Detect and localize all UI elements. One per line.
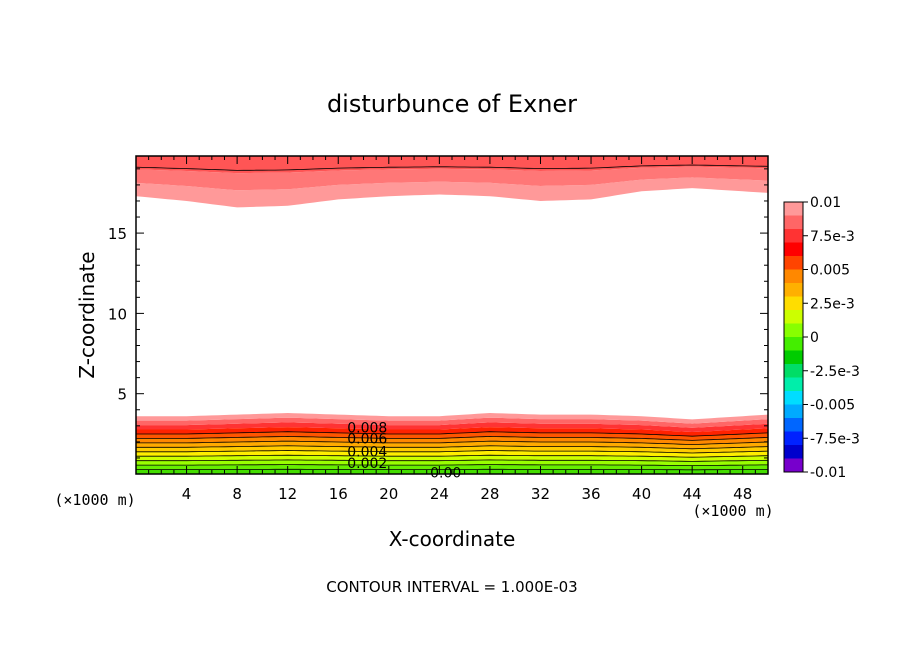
contour-label: 0.006 — [347, 432, 387, 448]
colorbar-tick-label: 0.01 — [810, 195, 841, 211]
lower-contour-line-8 — [136, 435, 769, 441]
upper-band-2 — [136, 156, 768, 174]
lower-contour-line-4 — [136, 454, 769, 458]
colorbar-swatch — [784, 269, 803, 284]
lower-band-11 — [136, 417, 768, 428]
contour-label: 0.008 — [347, 420, 387, 436]
colorbar-tick-label: 2.5e-3 — [810, 296, 855, 312]
colorbar-swatch — [784, 337, 803, 351]
upper-band-1 — [136, 166, 768, 191]
colorbar-tick-label: 0 — [810, 330, 819, 346]
lower-contour-line-2 — [136, 464, 768, 467]
colorbar-swatch — [784, 445, 803, 459]
colorbar-swatch — [784, 296, 803, 311]
colorbar-labels: 0.01 7.5e-3 0.005 2.5e-3 0 -2.5e-3 -0.005 -7.5e… — [810, 195, 860, 481]
y-tick-label: 15 — [108, 225, 127, 243]
colorbar-swatch — [784, 431, 803, 446]
colorbar-swatch — [784, 364, 803, 378]
x-unit-label-left: (×1000 m) — [54, 491, 135, 509]
colorbar-swatch — [784, 215, 803, 230]
colorbar-swatch — [784, 202, 803, 216]
colorbar — [783, 201, 808, 473]
colorbar-swatch — [784, 229, 803, 243]
colorbar-swatch — [784, 418, 803, 432]
y-tick-label: 10 — [108, 305, 127, 323]
colorbar-swatch — [784, 310, 803, 324]
x-tick-label: 4 — [182, 485, 192, 503]
y-tick-label: 5 — [117, 386, 127, 404]
x-tick-label: 44 — [683, 485, 702, 503]
colorbar-tick-label: 7.5e-3 — [810, 229, 855, 245]
colorbar-tick-label: -0.01 — [810, 465, 846, 481]
plot-area — [136, 156, 768, 474]
x-tick-label: 16 — [329, 485, 348, 503]
colorbar-swatch — [784, 242, 803, 257]
lower-contour-line-5 — [136, 450, 769, 454]
colorbar-swatch — [784, 404, 803, 419]
x-tick-label: 40 — [632, 485, 651, 503]
colorbar-swatch — [784, 377, 803, 392]
x-unit-label-right: (×1000 m) — [692, 502, 773, 520]
colorbar-swatch — [784, 458, 803, 473]
x-tick-labels: 4 8 12 16 20 24 28 32 36 40 44 48 — [182, 485, 752, 503]
colorbar-tick-label: -7.5e-3 — [810, 431, 860, 447]
colorbar-swatch — [784, 256, 803, 270]
x-tick-label: 12 — [278, 485, 297, 503]
colorbar-swatch — [784, 283, 803, 297]
lower-band-7 — [136, 436, 768, 445]
colorbar-tick-label: -0.005 — [810, 398, 855, 414]
lower-contour-line-7 — [136, 440, 769, 446]
lower-band-9 — [136, 427, 768, 437]
lower-contour-line-1 — [136, 468, 769, 471]
y-tick-labels: 5 10 15 — [108, 225, 127, 404]
colorbar-swatch — [784, 350, 803, 365]
x-tick-label: 24 — [430, 485, 449, 503]
y-axis-label: Z-coordinate — [75, 251, 99, 378]
x-tick-label: 32 — [531, 485, 550, 503]
x-tick-label: 8 — [232, 485, 242, 503]
lower-contour-line-6 — [136, 445, 769, 450]
chart-title: disturbunce of Exner — [327, 90, 577, 118]
colorbar-swatch — [784, 323, 803, 338]
lower-band-8 — [136, 431, 768, 441]
x-tick-label: 36 — [581, 485, 600, 503]
x-tick-label: 20 — [379, 485, 398, 503]
lower-contour-line-3 — [136, 459, 769, 462]
lower-band-12 — [136, 413, 768, 424]
contour-lines — [135, 164, 769, 471]
upper-band-0 — [136, 177, 768, 208]
upper-contour-line — [135, 164, 769, 171]
lower-contour-line-9 — [136, 431, 769, 437]
colorbar-tick-label: 0.005 — [810, 263, 850, 279]
lower-band-10 — [136, 422, 768, 432]
lower-band-1 — [136, 464, 768, 470]
contour-interval-footer: CONTOUR INTERVAL = 1.000E-03 — [326, 578, 577, 596]
axis-ticks — [136, 156, 768, 474]
contour-label: 0.004 — [347, 445, 387, 461]
colorbar-swatch — [784, 391, 803, 405]
colorbar-tick-label: -2.5e-3 — [810, 364, 860, 380]
contour-label: 0.002 — [347, 456, 387, 472]
x-tick-label: 28 — [480, 485, 499, 503]
x-tick-label: 48 — [733, 485, 752, 503]
lower-band-2 — [136, 459, 768, 466]
x-axis-label: X-coordinate — [389, 527, 516, 551]
